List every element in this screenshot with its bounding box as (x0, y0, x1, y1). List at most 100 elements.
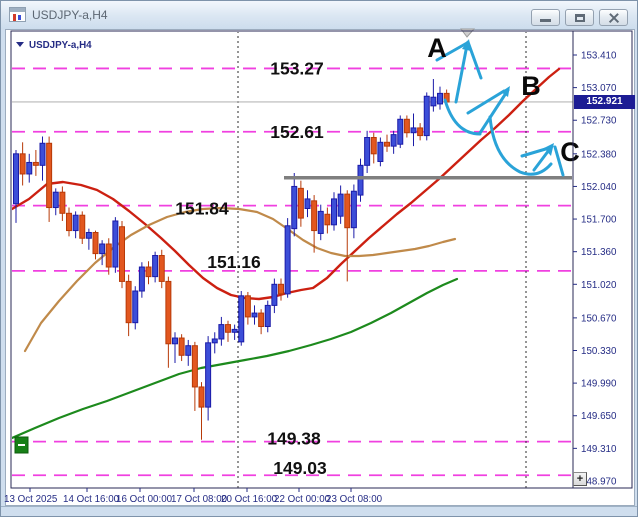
candle (337, 185, 344, 224)
candle-body (317, 210, 324, 234)
candle (85, 228, 92, 250)
candle-body (377, 141, 384, 162)
current-price-badge: 152.921 (574, 95, 635, 109)
price-tick-label: 149.310 (581, 444, 617, 455)
candle (32, 149, 39, 176)
drawn-curve-stroke (443, 98, 482, 136)
candle-body (46, 142, 53, 209)
candle (251, 305, 258, 325)
candle (119, 220, 125, 289)
candle (410, 113, 417, 147)
candle-body (191, 345, 198, 388)
candle-body (437, 92, 443, 105)
candle (125, 274, 132, 337)
candle (79, 211, 86, 245)
candle-body (344, 193, 351, 229)
candle-body (291, 185, 298, 230)
candle (225, 320, 231, 342)
titlebar[interactable]: USDJPY-a,H4 (1, 1, 637, 29)
time-tick-label: 22 Oct 00:00 (274, 494, 331, 505)
candle (377, 137, 384, 167)
drawn-curve-stroke (488, 115, 553, 176)
candle-body (258, 312, 265, 328)
candle-body (231, 328, 238, 333)
candle-body (357, 164, 364, 196)
time-tick-label: 17 Oct 08:00 (171, 494, 228, 505)
candle (211, 332, 218, 354)
symbol-header[interactable]: USDJPY-a,H4 (16, 40, 92, 51)
candle (92, 230, 99, 260)
price-tick-label: 151.360 (581, 247, 617, 258)
wave-label-B: B (521, 71, 541, 101)
candle-body (324, 213, 331, 226)
time-tick-label: 20 Oct 16:00 (221, 494, 278, 505)
time-tick-label: 23 Oct 08:00 (326, 494, 383, 505)
restore-button[interactable] (565, 9, 594, 26)
candle-body (185, 345, 192, 356)
candle (132, 286, 139, 330)
candle-body (178, 337, 185, 356)
close-button[interactable] (599, 9, 628, 26)
candle (311, 195, 318, 253)
candle-body (125, 280, 132, 324)
candle-body (397, 118, 404, 145)
candle (231, 324, 238, 340)
candle-body (271, 283, 278, 306)
plot-border (10, 30, 633, 489)
candle (112, 217, 119, 273)
candle-body (337, 193, 344, 217)
candle-body (119, 226, 125, 282)
candle (258, 309, 265, 335)
green-anchor-marker[interactable] (14, 436, 29, 454)
price-tick-label: 149.650 (581, 411, 617, 422)
candle-body (331, 198, 337, 226)
candle-body (132, 290, 139, 324)
candle (271, 278, 278, 314)
candle-body (417, 127, 424, 137)
price-axis[interactable]: 153.410 153.070 152.730 152.380 152.040 151.7… (573, 51, 617, 488)
price-tick-label: 153.070 (581, 83, 617, 94)
price-tick-label: 151.020 (581, 280, 617, 291)
arrowhead-icon (462, 39, 471, 51)
candle (297, 180, 304, 227)
chart-shift-triangle-icon (460, 28, 476, 38)
candle (423, 92, 430, 141)
candle-body (85, 231, 92, 239)
wave-label-A: A (427, 33, 447, 63)
price-tick-label: 150.330 (581, 346, 617, 357)
candle (331, 192, 337, 231)
arrowhead-icon (501, 86, 510, 97)
candle (172, 332, 178, 363)
minimize-button[interactable] (531, 9, 560, 26)
green-anchor-dash (18, 444, 25, 446)
candle (158, 249, 165, 289)
candle-body (32, 161, 39, 166)
candle-body (304, 198, 311, 210)
candle (145, 261, 152, 285)
candle-body (92, 231, 99, 255)
candle (370, 132, 377, 164)
price-tick-label: 149.990 (581, 379, 617, 390)
candle (178, 334, 185, 362)
candle-body (59, 191, 66, 214)
time-tick-label: 13 Oct 2025 (4, 494, 58, 505)
candle (185, 339, 192, 366)
candle (19, 142, 26, 186)
price-tick-label: 150.670 (581, 313, 617, 324)
candle-body (430, 96, 437, 107)
candle (350, 184, 357, 239)
candle (205, 336, 212, 421)
drawn-arrow-stroke (478, 88, 510, 135)
candle-body (244, 295, 251, 318)
candle (264, 300, 271, 333)
candle-body (79, 214, 86, 239)
axis-plus-button[interactable]: + (573, 472, 587, 486)
candle (244, 291, 251, 325)
candle-body (152, 255, 159, 278)
candle-body (278, 283, 284, 295)
candle (324, 207, 331, 234)
candle-body (99, 243, 106, 255)
